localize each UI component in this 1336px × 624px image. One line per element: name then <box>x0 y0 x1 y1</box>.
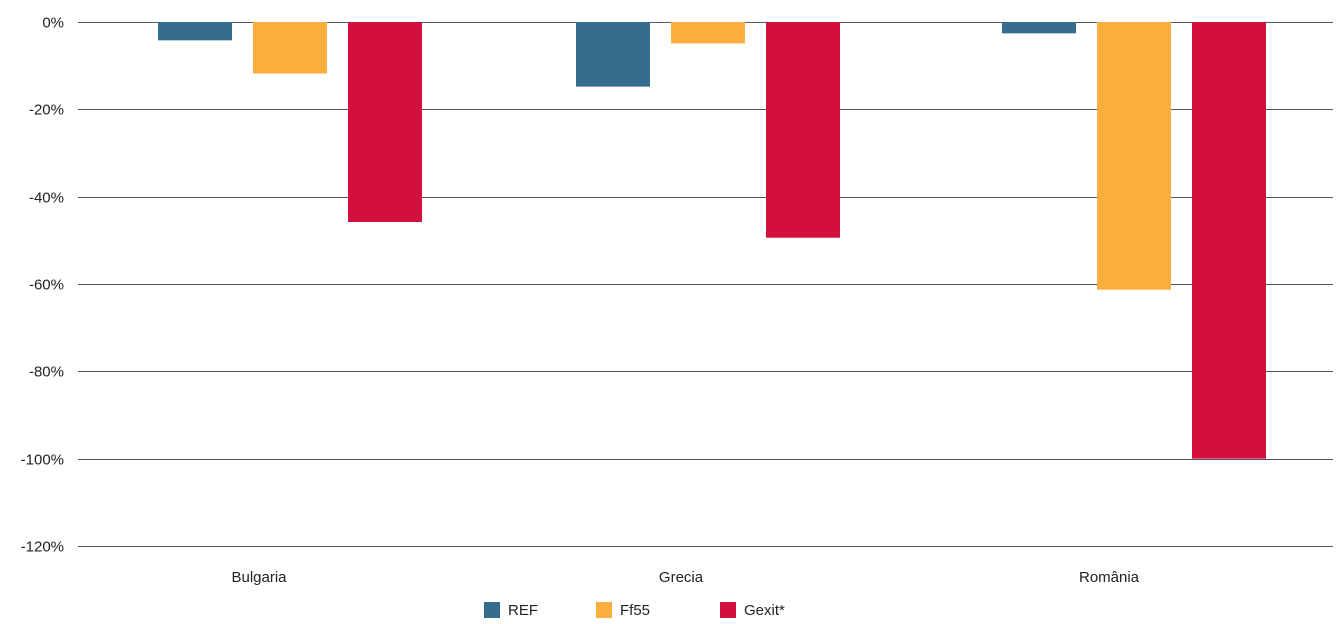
y-tick-label: -60% <box>29 277 64 294</box>
bar-gexit-grecia <box>766 22 840 238</box>
bars <box>158 22 1266 459</box>
bar-ff55-bulgaria <box>253 22 327 74</box>
y-tick-label: -100% <box>21 452 64 469</box>
y-tick-label: -20% <box>29 102 64 119</box>
bar-chart: 0% -20% -40% -60% -80% -100% -120% Bulgaria Gre… <box>21 15 1333 586</box>
x-category-label: Grecia <box>659 569 704 586</box>
gridlines <box>78 22 1333 547</box>
y-axis-tick-labels: 0% -20% -40% -60% -80% -100% -120% <box>21 15 64 556</box>
legend-label-ref: REF <box>508 601 538 619</box>
x-axis-category-labels: Bulgaria Grecia România <box>231 569 1139 586</box>
y-tick-label: -120% <box>21 539 64 556</box>
y-tick-label: -40% <box>29 190 64 207</box>
bar-gexit-romnia <box>1192 22 1266 459</box>
bar-ref-grecia <box>576 22 650 87</box>
legend-label-ff55: Ff55 <box>620 601 651 619</box>
bar-ref-romnia <box>1002 22 1076 34</box>
legend-item-ff55: Ff55 <box>596 600 650 620</box>
legend-swatch-ff55 <box>596 602 612 618</box>
x-category-label: România <box>1079 569 1140 586</box>
legend-item-gexit: Gexit* <box>720 600 785 620</box>
legend-swatch-ref <box>484 602 500 618</box>
bar-ff55-romnia <box>1097 22 1171 290</box>
bar-ref-bulgaria <box>158 22 232 41</box>
legend: REF Ff55 Gexit* <box>0 600 1336 624</box>
bar-ff55-grecia <box>671 22 745 44</box>
legend-swatch-gexit <box>720 602 736 618</box>
y-tick-label: 0% <box>42 15 64 32</box>
bar-gexit-bulgaria <box>348 22 422 222</box>
x-category-label: Bulgaria <box>231 569 287 586</box>
legend-label-gexit: Gexit* <box>744 601 785 619</box>
y-tick-label: -80% <box>29 364 64 381</box>
legend-item-ref: REF <box>484 600 538 620</box>
